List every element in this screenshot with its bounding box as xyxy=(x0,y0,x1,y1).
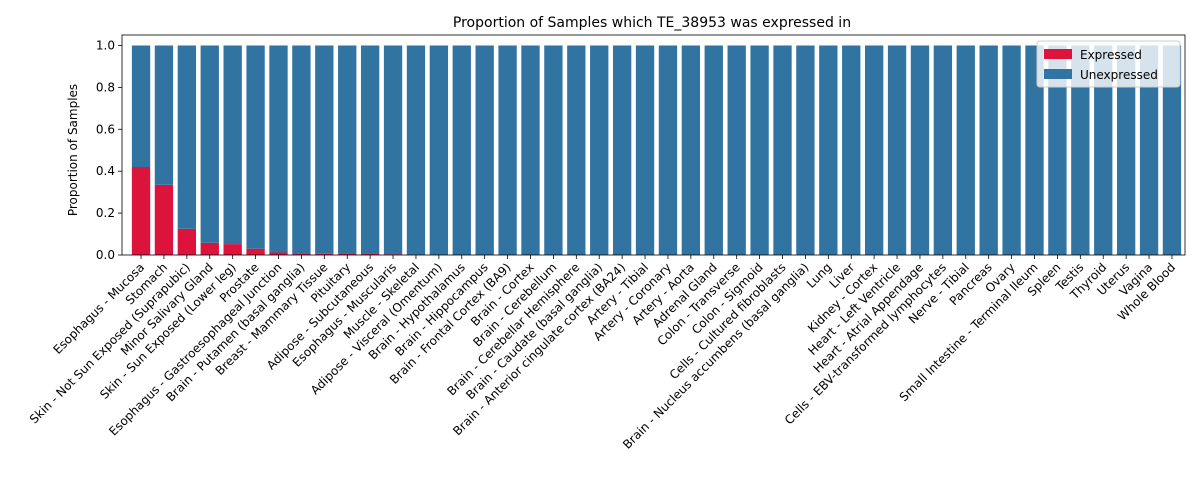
bar-unexpressed xyxy=(750,45,769,256)
bar-unexpressed xyxy=(1025,45,1044,256)
bar-unexpressed xyxy=(315,45,334,254)
bar-expressed xyxy=(360,253,380,255)
bar-unexpressed xyxy=(223,45,242,245)
bar-unexpressed xyxy=(154,45,174,185)
bar-unexpressed xyxy=(429,45,449,256)
bar-unexpressed xyxy=(269,45,288,253)
y-tick-label: 0.6 xyxy=(96,122,115,136)
bar-unexpressed xyxy=(338,45,357,254)
bar-unexpressed xyxy=(681,45,701,256)
bar-expressed xyxy=(154,184,174,255)
legend-box xyxy=(1036,40,1181,88)
bar-unexpressed xyxy=(819,45,838,256)
bar-unexpressed xyxy=(383,45,403,255)
bar-unexpressed xyxy=(1094,45,1113,256)
bar-unexpressed xyxy=(979,45,998,256)
bar-expressed xyxy=(383,254,403,255)
bar-unexpressed xyxy=(475,45,494,256)
bar-unexpressed xyxy=(658,45,678,256)
legend-label-expressed: Expressed xyxy=(1080,48,1142,62)
bar-unexpressed xyxy=(887,45,907,256)
bar-unexpressed xyxy=(590,45,609,256)
bar-unexpressed xyxy=(360,45,380,254)
bar-unexpressed xyxy=(452,45,471,256)
bar-expressed xyxy=(223,244,242,255)
bar-unexpressed xyxy=(864,45,884,256)
bar-unexpressed xyxy=(1116,45,1136,256)
bar-unexpressed xyxy=(567,45,586,256)
bar-expressed xyxy=(177,228,197,255)
bar-unexpressed xyxy=(635,45,655,256)
bar-unexpressed xyxy=(796,45,815,256)
bar-expressed xyxy=(131,167,151,255)
bar-unexpressed xyxy=(200,45,219,243)
bar-unexpressed xyxy=(727,45,746,256)
bar-unexpressed xyxy=(842,45,861,256)
bar-unexpressed xyxy=(612,45,632,256)
bar-unexpressed xyxy=(1071,45,1090,256)
bar-unexpressed xyxy=(406,45,426,256)
y-tick-label: 0.4 xyxy=(96,164,115,178)
legend-swatch-expressed xyxy=(1044,49,1072,59)
y-tick-label: 1.0 xyxy=(96,38,115,52)
bar-unexpressed xyxy=(521,45,540,256)
chart-title: Proportion of Samples which TE_38953 was… xyxy=(453,15,851,31)
bar-unexpressed xyxy=(910,45,930,256)
axes-frame xyxy=(121,34,1186,256)
bar-unexpressed xyxy=(933,45,953,256)
y-tick-label: 0.2 xyxy=(96,206,115,220)
bar-unexpressed xyxy=(956,45,975,256)
legend-swatch-unexpressed xyxy=(1044,69,1072,79)
bar-unexpressed xyxy=(544,45,563,256)
bar-unexpressed xyxy=(1139,45,1159,256)
legend: Expressed Unexpressed xyxy=(1036,40,1181,88)
bar-unexpressed xyxy=(704,45,723,256)
bar-unexpressed xyxy=(292,45,311,254)
bar-unexpressed xyxy=(246,45,265,249)
y-tick-label: 0.0 xyxy=(96,248,115,262)
bar-unexpressed xyxy=(773,45,792,256)
bar-expressed xyxy=(269,252,288,255)
bar-expressed xyxy=(315,253,334,255)
bar-expressed xyxy=(246,248,265,255)
bar-unexpressed xyxy=(177,45,197,229)
bar-unexpressed xyxy=(498,45,517,256)
bar-unexpressed xyxy=(1162,45,1182,256)
bar-expressed xyxy=(338,253,357,255)
bar-expressed xyxy=(292,253,311,255)
legend-label-unexpressed: Unexpressed xyxy=(1080,68,1158,82)
y-tick-label: 0.8 xyxy=(96,80,115,94)
bar-unexpressed xyxy=(1002,45,1021,256)
y-axis-label: Proportion of Samples xyxy=(66,84,80,216)
bar-expressed xyxy=(200,242,219,255)
bar-unexpressed xyxy=(1048,45,1067,256)
bar-unexpressed xyxy=(131,45,151,168)
